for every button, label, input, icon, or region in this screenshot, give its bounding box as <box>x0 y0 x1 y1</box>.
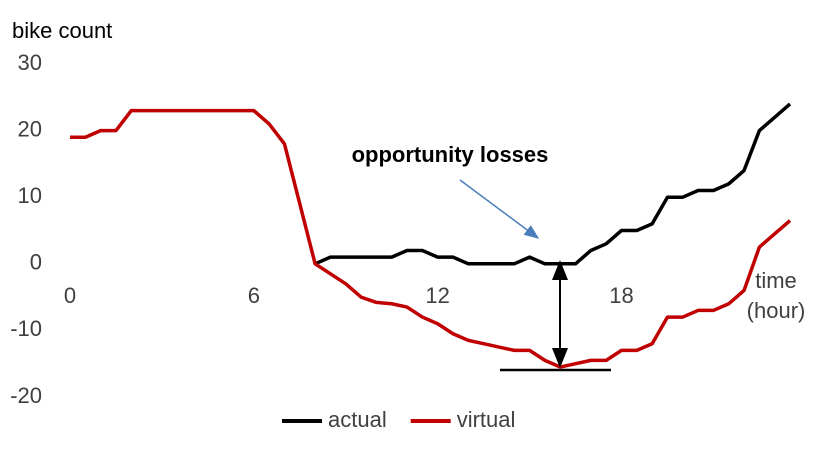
annotation: opportunity losses <box>352 142 549 167</box>
y-tick-label: -10 <box>10 316 42 341</box>
x-tick-label: 0 <box>64 283 76 308</box>
series-line <box>70 108 792 369</box>
x-tick-label: 18 <box>609 283 633 308</box>
legend-label: actual <box>328 407 387 432</box>
plot: -20 -10 0 10 20 30 0 6 12 18 <box>10 50 792 408</box>
x-axis-label: time <box>755 268 797 293</box>
y-tick-label: 20 <box>18 116 42 141</box>
x-axis-label: (hour) <box>747 298 806 323</box>
series-line <box>314 102 792 266</box>
y-tick-label: -20 <box>10 383 42 408</box>
y-tick-label: 30 <box>18 50 42 75</box>
legend-label: virtual <box>457 407 516 432</box>
y-tick-label: 0 <box>30 250 42 275</box>
y-axis-label: bike count <box>12 18 112 43</box>
x-tick-label: 12 <box>425 283 449 308</box>
annotation-arrow <box>459 179 540 239</box>
y-tick-label: 10 <box>18 183 42 208</box>
x-tick-label: 6 <box>248 283 260 308</box>
